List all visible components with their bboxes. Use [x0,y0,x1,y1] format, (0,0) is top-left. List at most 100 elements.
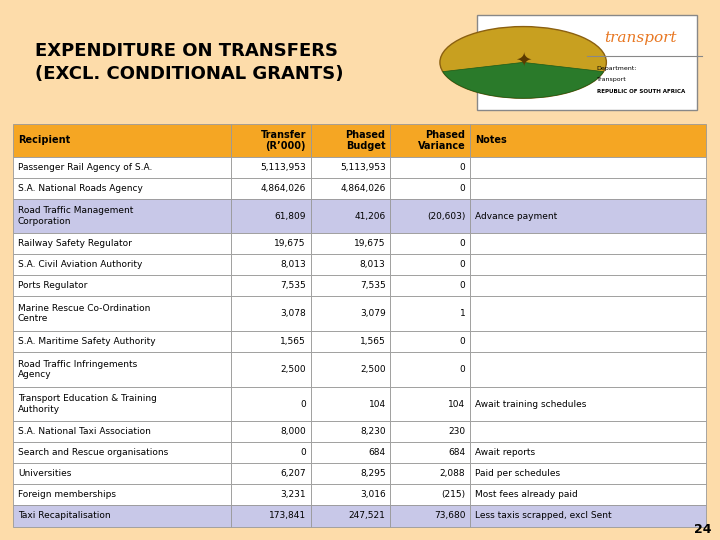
Bar [311,124,390,157]
Text: S.A. Maritime Safety Authority: S.A. Maritime Safety Authority [18,337,156,346]
Bar [311,484,390,505]
Text: 8,230: 8,230 [360,428,386,436]
Text: 8,295: 8,295 [360,469,386,478]
Text: Recipient: Recipient [18,136,70,145]
Bar [470,124,706,157]
Text: S.A. Civil Aviation Authority: S.A. Civil Aviation Authority [18,260,142,269]
Text: Transport: Transport [597,77,626,82]
Text: 104: 104 [448,400,465,409]
Text: Universities: Universities [18,469,71,478]
Bar [13,275,231,296]
Text: 230: 230 [448,428,465,436]
Text: Paid per schedules: Paid per schedules [475,469,560,478]
Text: 1,565: 1,565 [280,337,306,346]
Bar [231,421,311,442]
Text: 8,013: 8,013 [280,260,306,269]
Bar [390,505,470,526]
Text: Foreign memberships: Foreign memberships [18,490,116,500]
Text: 41,206: 41,206 [354,212,386,221]
Text: 3,078: 3,078 [280,309,306,318]
Text: Notes: Notes [475,136,507,145]
Text: 684: 684 [448,449,465,457]
Bar [231,331,311,352]
Text: 7,535: 7,535 [360,281,386,291]
Text: S.A. National Taxi Association: S.A. National Taxi Association [18,428,150,436]
Bar [390,387,470,421]
Bar [231,199,311,233]
Bar [13,199,231,233]
Bar [13,421,231,442]
Text: Taxi Recapitalisation: Taxi Recapitalisation [18,511,110,521]
Text: 684: 684 [369,449,386,457]
Bar [311,387,390,421]
Bar [13,157,231,178]
Text: 0: 0 [459,239,465,248]
Bar [311,296,390,331]
Bar [390,233,470,254]
Bar [311,442,390,463]
Text: Await training schedules: Await training schedules [475,400,586,409]
Text: 104: 104 [369,400,386,409]
Bar [231,157,311,178]
Text: 173,841: 173,841 [269,511,306,521]
Text: ✦: ✦ [515,51,531,70]
Text: 5,113,953: 5,113,953 [340,163,386,172]
Bar [311,463,390,484]
Bar [390,157,470,178]
Text: 2,500: 2,500 [360,365,386,374]
Bar [470,387,706,421]
Bar [470,254,706,275]
Bar [311,421,390,442]
Text: 8,000: 8,000 [280,428,306,436]
Text: Ports Regulator: Ports Regulator [18,281,87,291]
Bar [13,505,231,526]
Bar [13,331,231,352]
Text: 3,016: 3,016 [360,490,386,500]
Bar [470,442,706,463]
Text: (20,603): (20,603) [427,212,465,221]
Text: EXPENDITURE ON TRANSFERS
(EXCL. CONDITIONAL GRANTS): EXPENDITURE ON TRANSFERS (EXCL. CONDITIO… [35,42,344,83]
Bar [231,442,311,463]
Text: Marine Rescue Co-Ordination
Centre: Marine Rescue Co-Ordination Centre [18,304,150,323]
Bar [13,463,231,484]
Bar [470,505,706,526]
Bar [470,421,706,442]
Text: 0: 0 [459,281,465,291]
Text: 0: 0 [459,184,465,193]
Text: 2,088: 2,088 [440,469,465,478]
Bar [470,331,706,352]
Bar [311,199,390,233]
Text: transport: transport [604,31,677,45]
FancyBboxPatch shape [477,15,697,110]
Bar [13,254,231,275]
Bar [470,352,706,387]
Text: 73,680: 73,680 [433,511,465,521]
Bar [311,178,390,199]
Bar [231,505,311,526]
Text: Department:: Department: [597,66,637,71]
Text: Await reports: Await reports [475,449,535,457]
Text: 1: 1 [459,309,465,318]
Text: 5,113,953: 5,113,953 [260,163,306,172]
Text: 61,809: 61,809 [274,212,306,221]
Circle shape [440,26,606,98]
Text: 24: 24 [694,523,711,536]
Bar [470,157,706,178]
Text: 4,864,026: 4,864,026 [341,184,386,193]
Text: S.A. National Roads Agency: S.A. National Roads Agency [18,184,143,193]
Text: Transfer
(R’000): Transfer (R’000) [261,130,306,151]
Text: REPUBLIC OF SOUTH AFRICA: REPUBLIC OF SOUTH AFRICA [597,89,685,94]
Bar [231,254,311,275]
Bar [311,157,390,178]
Bar [311,233,390,254]
Text: Transport Education & Training
Authority: Transport Education & Training Authority [18,394,157,414]
Bar [311,275,390,296]
Bar [311,331,390,352]
Bar [231,352,311,387]
Bar [311,505,390,526]
Bar [390,296,470,331]
Text: 8,013: 8,013 [360,260,386,269]
Bar [470,484,706,505]
Text: 0: 0 [459,365,465,374]
Bar [311,254,390,275]
